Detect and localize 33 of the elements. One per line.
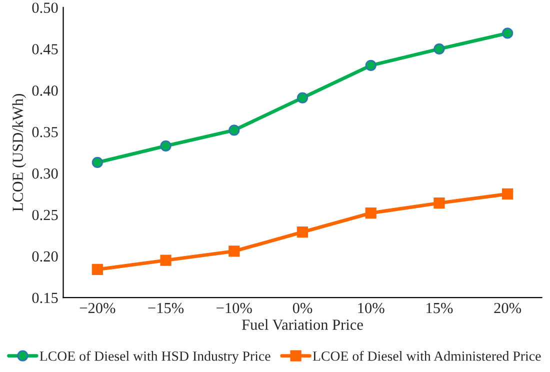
point bbox=[365, 60, 376, 72]
x-tick-label: −10% bbox=[216, 302, 252, 314]
point bbox=[92, 264, 103, 275]
y-tick-label: 0.20 bbox=[32, 251, 58, 262]
x-tick-label: −15% bbox=[148, 302, 184, 314]
x-tick-label: −20% bbox=[80, 302, 116, 314]
legend-label: LCOE of Diesel with HSD Industry Price bbox=[40, 350, 270, 364]
point bbox=[434, 43, 445, 54]
y-tick-label: 0.50 bbox=[32, 2, 58, 13]
point bbox=[228, 246, 240, 257]
point bbox=[92, 156, 103, 168]
point bbox=[160, 140, 172, 152]
point bbox=[502, 28, 514, 39]
x-tick-label: 15% bbox=[426, 302, 453, 314]
point bbox=[160, 254, 172, 266]
y-axis-title: LCOE (USD/kWh) bbox=[12, 94, 26, 212]
y-tick-label: 0.45 bbox=[32, 44, 58, 54]
x-axis-title: Fuel Variation Price bbox=[242, 319, 363, 330]
x-tick-label: 0% bbox=[292, 302, 312, 314]
y-tick-label: 0.30 bbox=[32, 168, 58, 179]
x-tick-label: 10% bbox=[358, 302, 384, 314]
point bbox=[434, 198, 445, 209]
y-tick-label: 0.15 bbox=[32, 292, 58, 304]
legend-label: LCOE of Diesel with Administered Price bbox=[312, 350, 541, 361]
y-tick-label: 0.40 bbox=[32, 85, 58, 96]
point bbox=[296, 226, 308, 238]
point bbox=[296, 92, 308, 104]
point bbox=[228, 124, 240, 136]
x-tick-label: 20% bbox=[494, 302, 522, 314]
point bbox=[365, 207, 376, 219]
y-tick-label: 0.35 bbox=[32, 126, 58, 138]
point bbox=[502, 188, 514, 200]
y-tick-label: 0.25 bbox=[32, 210, 58, 220]
